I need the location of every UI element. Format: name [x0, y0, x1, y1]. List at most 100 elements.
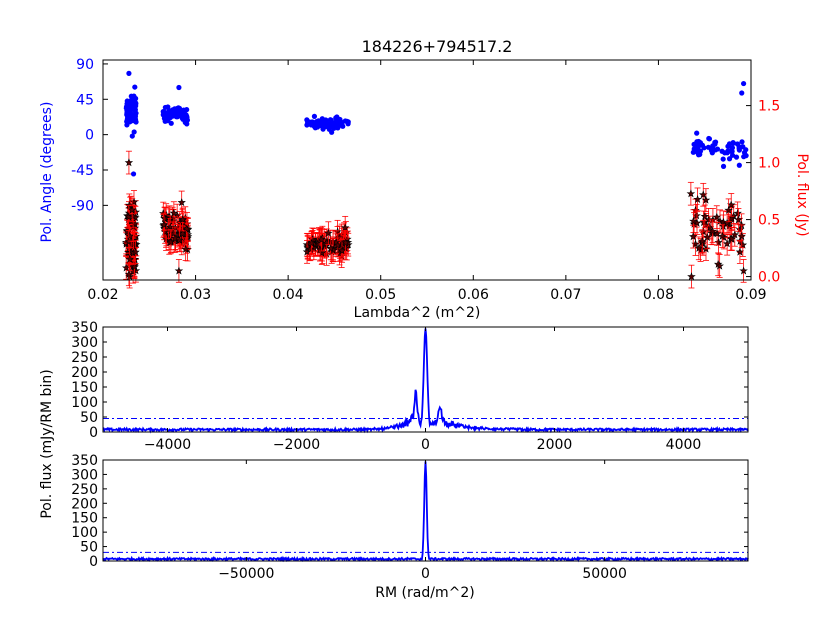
flux-point — [124, 269, 134, 278]
angle-point — [329, 129, 335, 135]
flux-point — [130, 262, 139, 271]
angle-point — [184, 121, 190, 127]
angle-point — [132, 84, 138, 90]
angle-point — [734, 141, 741, 147]
angle-point — [168, 120, 174, 126]
angle-point — [129, 133, 135, 139]
flux-point — [306, 244, 315, 253]
y-tick-label: 350 — [71, 453, 98, 469]
angle-point — [729, 152, 736, 158]
y-tick-label: 200 — [71, 365, 98, 381]
flux-point — [700, 211, 710, 221]
y-tick-label: 50 — [80, 410, 98, 426]
angle-point — [733, 154, 740, 160]
y-tick-label-left: 0 — [85, 128, 94, 144]
angle-point — [126, 70, 132, 76]
flux-point — [734, 215, 743, 224]
flux-point — [722, 239, 732, 248]
x-tick-label: 0.06 — [458, 287, 489, 303]
y-tick-label-right: 0.5 — [758, 213, 780, 229]
angle-point — [726, 156, 733, 162]
angle-point — [722, 150, 728, 156]
x-tick-label: −50000 — [218, 566, 274, 582]
angle-point — [706, 136, 713, 142]
angle-point — [181, 111, 187, 117]
angle-point — [690, 149, 696, 155]
angle-point — [714, 146, 721, 152]
flux-point — [170, 234, 180, 243]
flux-point — [181, 244, 190, 253]
y-tick-label: 300 — [71, 467, 98, 483]
y-tick-label: 300 — [71, 335, 98, 351]
flux-point — [307, 238, 316, 247]
angle-point — [739, 90, 745, 96]
x-tick-label: 0 — [421, 566, 430, 582]
y-tick-label: 50 — [80, 540, 98, 556]
y-tick-label: 0 — [89, 554, 98, 570]
angle-point — [740, 144, 746, 150]
angle-point — [320, 120, 326, 126]
flux-point — [129, 197, 139, 206]
angle-point — [730, 140, 737, 146]
flux-point — [125, 231, 135, 240]
y-tick-label-left: 45 — [76, 92, 94, 108]
x-tick-label: 0.03 — [180, 287, 211, 303]
y-tick-label: 100 — [71, 395, 98, 411]
flux-point — [124, 158, 134, 167]
flux-point — [160, 214, 170, 223]
angle-point — [337, 122, 343, 128]
angle-point — [176, 84, 182, 91]
plot-area — [103, 60, 751, 280]
x-tick-label: 0.08 — [643, 287, 674, 303]
angle-point — [304, 122, 310, 128]
flux-point — [687, 272, 696, 281]
flux-point — [738, 240, 748, 249]
flux-point — [688, 232, 698, 241]
angle-point — [741, 149, 748, 156]
y-tick-label: 150 — [71, 511, 98, 527]
flux-point — [712, 212, 722, 221]
angle-point — [705, 144, 711, 150]
x-tick-label: −4000 — [144, 437, 191, 453]
x-tick-label: 0.02 — [87, 287, 118, 303]
flux-point — [693, 194, 702, 203]
angle-point — [165, 104, 171, 110]
y-tick-label-left: -90 — [71, 198, 94, 214]
y-tick-label-right: 0.0 — [758, 270, 780, 286]
angle-point — [694, 130, 700, 136]
x-tick-label: 0.04 — [273, 287, 304, 303]
y-tick-label: 250 — [71, 482, 98, 498]
angle-point — [165, 112, 172, 118]
chart-title: 184226+794517.2 — [362, 37, 513, 56]
polarization-panel: 0.02 0.03 0.04 0.05 0.06 0.07 0.08 0.09 90 45 0 -45… — [39, 37, 810, 321]
y-tick-label: 350 — [71, 320, 98, 336]
flux-point — [127, 205, 137, 214]
angle-point — [180, 115, 186, 122]
flux-point — [718, 231, 727, 240]
x-tick-label: 0.09 — [735, 287, 766, 303]
flux-point — [169, 208, 179, 217]
y-tick-label: 100 — [71, 525, 98, 541]
flux-point — [708, 226, 717, 235]
x-tick-label: 0.07 — [550, 287, 581, 303]
y-tick-label: 200 — [71, 496, 98, 512]
angle-point — [131, 129, 137, 135]
flux-point — [326, 243, 336, 252]
flux-point — [159, 220, 169, 229]
flux-point — [703, 232, 712, 241]
flux-point — [714, 238, 723, 247]
angle-point — [176, 107, 183, 113]
x-tick-label: 0 — [421, 437, 430, 453]
flux-point — [178, 215, 188, 224]
flux-point — [739, 266, 748, 275]
plot-area — [103, 327, 748, 432]
flux-point — [131, 247, 140, 256]
flux-point — [727, 234, 736, 243]
flux-point — [177, 198, 186, 207]
flux-point — [333, 240, 343, 250]
x-axis-label: Lambda^2 (m^2) — [354, 305, 481, 321]
angle-point — [740, 80, 747, 87]
y-tick-label-left: -45 — [71, 163, 94, 179]
